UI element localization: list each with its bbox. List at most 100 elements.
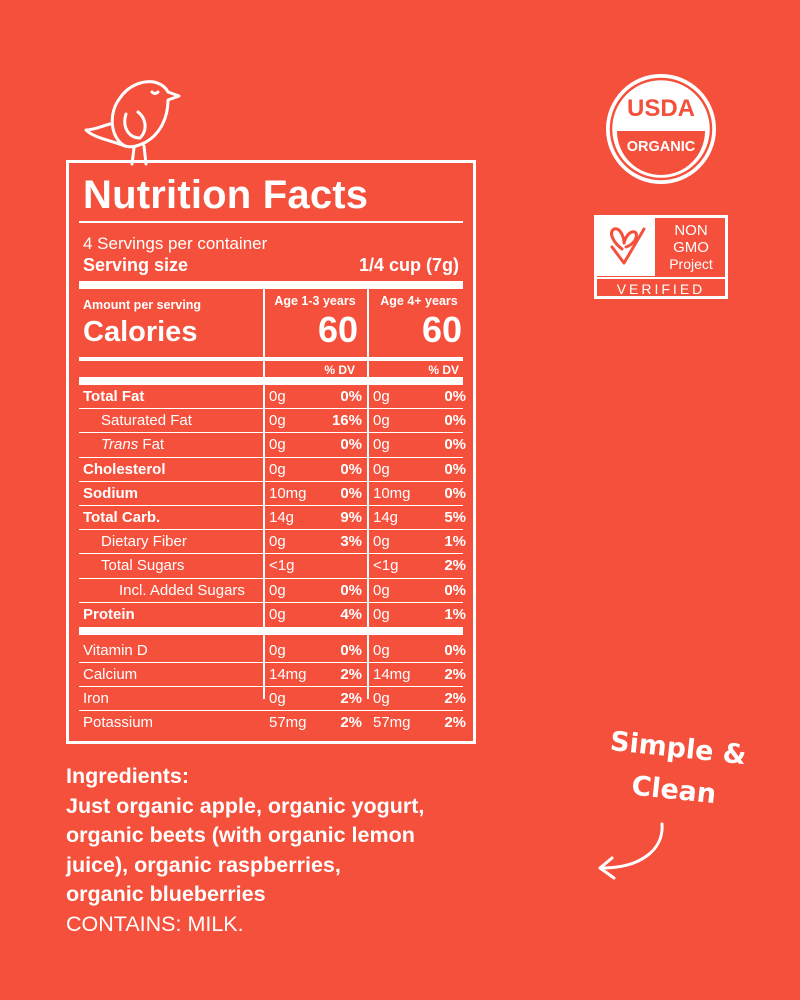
nutrient-row: Total Fat 0g 0% 0g 0% [79, 385, 466, 409]
ingredients-line: Just organic apple, organic yogurt, [66, 793, 425, 818]
calories-label: Calories [83, 316, 198, 348]
svg-text:Project: Project [669, 256, 713, 272]
daily-value-cell: 2% [444, 714, 466, 731]
age-column-header: Age 4+ years [380, 294, 458, 308]
nutrient-row: Saturated Fat 0g 16% 0g 0% [79, 409, 466, 433]
allergen-statement: CONTAINS: MILK. [66, 911, 244, 936]
nutrient-label: Cholesterol [83, 461, 166, 478]
amount-cell: 57mg [269, 714, 307, 731]
nutrient-label-prefix: Trans [101, 436, 139, 454]
amount-cell: 0g [269, 642, 286, 659]
daily-value-cell: 2% [444, 690, 466, 707]
usda-organic-seal: USDA ORGANIC [606, 74, 716, 184]
nutrient-label: Incl. Added Sugars [119, 582, 245, 599]
daily-value-cell: 2% [340, 690, 362, 707]
daily-value-cell: 1% [444, 533, 466, 551]
svg-text:ORGANIC: ORGANIC [627, 139, 696, 155]
nutrient-row: Iron 0g 2% 0g 2% [79, 687, 466, 711]
nutrient-row: Total Carb. 14g 9% 14g 5% [79, 506, 466, 530]
amount-cell: <1g [269, 557, 295, 575]
amount-cell: 0g [269, 533, 286, 551]
nutrient-label: Dietary Fiber [101, 533, 187, 550]
nutrient-label-text: Vitamin D [83, 642, 148, 659]
dv-header: % DV [324, 363, 355, 377]
nutrient-row: Sodium 10mg 0% 10mg 0% [79, 482, 466, 506]
thick-divider [79, 377, 463, 385]
amount-cell: 10mg [373, 484, 411, 502]
daily-value-cell: 0% [340, 460, 362, 478]
amount-cell: 10mg [269, 484, 307, 502]
amount-cell: 0g [269, 605, 286, 623]
row-divider [79, 710, 463, 711]
nutrient-label: Total Carb. [83, 509, 160, 526]
nutrient-row: Calcium 14mg 2% 14mg 2% [79, 663, 466, 687]
amount-cell: 0g [373, 533, 390, 551]
daily-value-cell: 2% [444, 666, 466, 683]
daily-value-cell: 0% [444, 412, 466, 430]
nutrient-label-text: Total Sugars [101, 557, 185, 575]
serving-size-label: Serving size [83, 255, 189, 275]
nutrient-label-text: Fat [142, 436, 165, 454]
row-divider [79, 480, 463, 482]
thick-divider [79, 627, 463, 635]
row-divider [79, 456, 463, 458]
svg-text:VERIFIED: VERIFIED [617, 281, 706, 297]
calories-value: 60 [421, 309, 462, 350]
medium-divider [79, 357, 463, 361]
column-divider [263, 289, 265, 699]
nutrient-row: Protein 0g 4% 0g 1% [79, 603, 466, 627]
nutrient-label-text: Iron [83, 690, 109, 707]
ingredients-block: Ingredients: Just organic apple, organic… [66, 762, 526, 939]
butterfly-check-icon [610, 227, 646, 265]
row-divider [79, 686, 463, 687]
nutrient-label: Calcium [83, 666, 137, 683]
svg-text:GMO: GMO [673, 239, 709, 256]
amount-cell: 0g [269, 581, 286, 599]
daily-value-cell: 0% [340, 484, 362, 502]
nutrition-facts-panel: Nutrition Facts 4 Servings per container… [66, 160, 476, 744]
nutrient-label-text: Total Fat [83, 388, 145, 405]
daily-value-cell: 5% [444, 509, 466, 526]
bird-icon [84, 80, 181, 166]
nutrient-label: Trans Fat [101, 436, 164, 453]
amount-cell: 0g [373, 460, 390, 478]
amount-cell: 0g [373, 605, 390, 623]
daily-value-cell: 2% [340, 666, 362, 683]
nutrient-label: Vitamin D [83, 642, 148, 659]
nutrient-row: Dietary Fiber 0g 3% 0g 1% [79, 530, 466, 554]
row-divider [79, 662, 463, 663]
svg-text:USDA: USDA [627, 95, 695, 122]
row-divider [79, 553, 463, 555]
serving-size-value: 1/4 cup (7g) [358, 255, 459, 275]
nutrient-label: Sodium [83, 485, 138, 502]
amount-cell: 0g [269, 690, 286, 707]
row-divider [79, 505, 463, 506]
row-divider [79, 529, 463, 531]
daily-value-cell: 0% [340, 642, 362, 659]
nutrient-row: Vitamin D 0g 0% 0g 0% [79, 639, 466, 663]
row-divider [79, 577, 463, 579]
row-divider [79, 432, 463, 434]
nutrient-label: Total Sugars [101, 557, 184, 574]
row-divider [79, 601, 463, 603]
daily-value-cell: 0% [340, 436, 362, 454]
nutrient-label-text: Calcium [83, 666, 138, 683]
amount-cell: 57mg [373, 714, 411, 731]
amount-cell: 0g [373, 388, 390, 405]
amount-cell: 0g [269, 388, 286, 405]
ingredients-line: juice), organic raspberries, [66, 852, 341, 877]
nutrient-label: Potassium [83, 714, 153, 731]
daily-value-cell: 16% [331, 412, 362, 430]
amount-cell: 0g [373, 581, 390, 599]
nutrient-label-text: Total Carb. [83, 509, 161, 526]
amount-per-serving: Amount per serving [83, 298, 202, 312]
daily-value-cell: 9% [340, 509, 362, 526]
amount-cell: 0g [269, 436, 286, 454]
daily-value-cell: 0% [444, 642, 466, 659]
daily-value-cell: 2% [340, 714, 362, 731]
ingredients-line: organic blueberries [66, 882, 266, 906]
column-divider [367, 289, 369, 699]
nutrition-facts-title: Nutrition Facts [83, 173, 369, 217]
amount-cell: 0g [269, 460, 286, 478]
nutrient-label-text: Saturated Fat [101, 412, 192, 430]
